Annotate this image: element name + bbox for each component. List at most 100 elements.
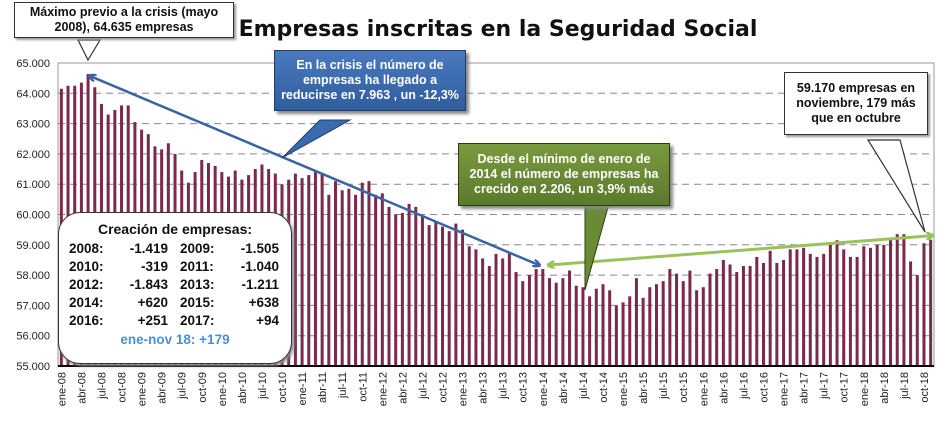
x-tick-label: ene-10 bbox=[217, 372, 229, 406]
bar bbox=[895, 234, 899, 366]
bar bbox=[327, 194, 331, 366]
y-tick-label: 57.000 bbox=[16, 300, 50, 312]
bar bbox=[648, 287, 652, 366]
bar bbox=[354, 194, 358, 366]
bar bbox=[427, 225, 431, 366]
bar bbox=[521, 281, 525, 366]
creacion-year: 2010: bbox=[69, 259, 104, 274]
creacion-value: +620 bbox=[137, 295, 168, 310]
x-tick-label: abr-14 bbox=[558, 372, 570, 404]
x-tick-label: jul-13 bbox=[498, 372, 510, 400]
bar bbox=[387, 206, 391, 366]
recovery-callout-line: crecido en 2.206, un 3,9% más bbox=[474, 182, 654, 196]
bar bbox=[541, 269, 545, 366]
y-tick-label: 64.000 bbox=[16, 88, 50, 100]
creacion-row: 2010: -319 2011: -1.040 bbox=[59, 258, 291, 276]
x-tick-label: jul-15 bbox=[658, 372, 670, 400]
creacion-year: 2009: bbox=[180, 241, 215, 256]
bar bbox=[922, 243, 926, 366]
x-tick-label: abr-10 bbox=[237, 372, 249, 404]
creacion-year: 2016: bbox=[69, 313, 104, 328]
bar bbox=[534, 269, 538, 366]
bar bbox=[568, 270, 572, 366]
x-tick-label: jul-17 bbox=[819, 372, 831, 400]
bar bbox=[855, 256, 859, 366]
bar bbox=[554, 282, 558, 366]
bar bbox=[761, 262, 765, 366]
creacion-value: +251 bbox=[137, 313, 168, 328]
bar bbox=[420, 216, 424, 366]
creacion-value: +94 bbox=[256, 313, 279, 328]
bar bbox=[795, 249, 799, 366]
bar bbox=[320, 173, 324, 366]
bar bbox=[614, 305, 618, 366]
x-tick-label: ene-16 bbox=[698, 372, 710, 406]
x-tick-label: oct-11 bbox=[357, 372, 369, 402]
x-tick-label: oct-17 bbox=[839, 372, 851, 403]
creacion-value: +638 bbox=[248, 295, 279, 310]
bar bbox=[447, 231, 451, 366]
bar bbox=[788, 249, 792, 366]
crisis-callout-tail bbox=[281, 119, 352, 159]
crisis-callout-line: En la crisis el número de bbox=[296, 58, 444, 72]
bar bbox=[400, 212, 404, 366]
bar bbox=[467, 246, 471, 366]
y-axis: 55.000 56.000 57.000 58.000 59.000 60.000 61.0… bbox=[16, 58, 50, 373]
y-tick-label: 61.000 bbox=[16, 179, 50, 191]
x-tick-label: jul-11 bbox=[337, 372, 349, 399]
creacion-year: 2012: bbox=[69, 277, 104, 292]
x-tick-label: oct-08 bbox=[117, 372, 129, 403]
bar bbox=[588, 296, 592, 366]
x-tick-label: ene-14 bbox=[538, 372, 550, 406]
bar bbox=[507, 252, 511, 366]
bar bbox=[334, 181, 338, 366]
bar bbox=[782, 259, 786, 366]
bar bbox=[741, 266, 745, 366]
bar bbox=[815, 256, 819, 366]
y-tick-label: 55.000 bbox=[16, 361, 50, 373]
bar bbox=[882, 244, 886, 366]
chart-title: Empresas inscritas en la Seguridad Socia… bbox=[239, 17, 758, 42]
creacion-year: 2014: bbox=[69, 295, 104, 310]
bar bbox=[735, 272, 739, 366]
bar bbox=[675, 273, 679, 366]
x-tick-label: oct-16 bbox=[758, 372, 770, 403]
bar bbox=[822, 253, 826, 366]
latest-callout-line: 59.170 empresas en bbox=[796, 81, 916, 95]
bar bbox=[374, 194, 378, 366]
creacion-value: -1.040 bbox=[240, 259, 279, 274]
bar bbox=[661, 281, 665, 366]
max-callout: Máximo previo a la crisis (mayo 2008), 6… bbox=[14, 2, 234, 38]
bar bbox=[594, 288, 598, 366]
x-tick-label: abr-11 bbox=[317, 372, 329, 403]
creacion-year: 2017: bbox=[180, 313, 215, 328]
creacion-title: Creación de empresas: bbox=[97, 221, 253, 237]
bar bbox=[628, 296, 632, 366]
x-tick-label: ene-09 bbox=[137, 372, 149, 406]
max-callout-line: 2008), 64.635 empresas bbox=[54, 20, 194, 34]
x-tick-label: jul-12 bbox=[417, 372, 429, 400]
y-tick-label: 59.000 bbox=[16, 240, 50, 252]
bar bbox=[494, 253, 498, 366]
latest-callout: 59.170 empresas en noviembre, 179 más qu… bbox=[784, 72, 928, 135]
x-tick-label: oct-18 bbox=[919, 372, 931, 403]
bar bbox=[902, 234, 906, 366]
bar bbox=[688, 270, 692, 366]
bar bbox=[581, 287, 585, 366]
max-callout-line: Máximo previo a la crisis (mayo bbox=[29, 5, 219, 19]
bar bbox=[474, 249, 478, 366]
bar bbox=[802, 247, 806, 366]
x-tick-label: jul-08 bbox=[96, 372, 108, 400]
crisis-callout-line: empresas ha llegado a bbox=[302, 73, 438, 87]
bar bbox=[808, 253, 812, 366]
bar bbox=[654, 284, 658, 366]
bar bbox=[909, 261, 913, 366]
bar bbox=[414, 206, 418, 366]
x-tick-label: jul-18 bbox=[899, 372, 911, 400]
y-tick-label: 60.000 bbox=[16, 210, 50, 222]
recovery-arrow bbox=[549, 236, 932, 265]
crisis-callout-line: reducirse en 7.963 , un -12,3% bbox=[281, 88, 459, 102]
x-tick-label: oct-12 bbox=[438, 372, 450, 403]
bar bbox=[842, 249, 846, 366]
bar bbox=[487, 266, 491, 366]
